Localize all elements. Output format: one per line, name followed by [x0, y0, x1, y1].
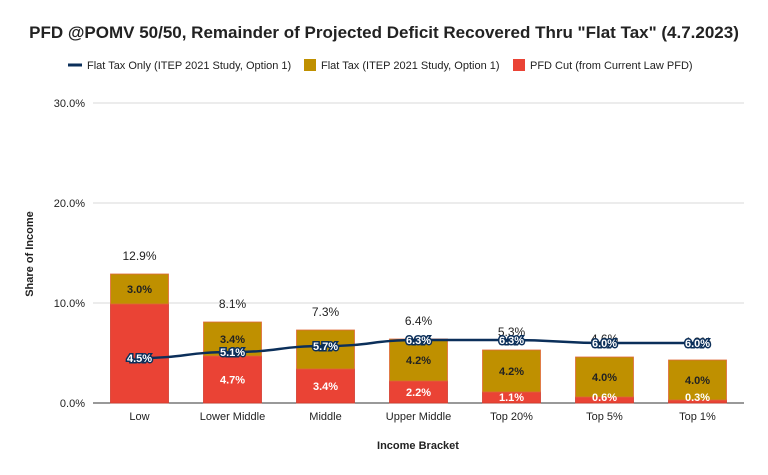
label-pfd-cut: 1.1% [499, 392, 524, 404]
label-pfd-cut: 2.2% [406, 387, 431, 399]
legend-label-line: Flat Tax Only (ITEP 2021 Study, Option 1… [87, 60, 291, 72]
gridlines [93, 102, 744, 404]
label-line-point: 6.3% [406, 335, 431, 347]
x-tick-label: Top 1% [679, 411, 716, 423]
line-series [139, 338, 698, 360]
x-tick-label: Middle [309, 411, 341, 423]
label-flat-tax: 4.2% [499, 366, 524, 378]
label-pfd-cut: 3.4% [313, 381, 338, 393]
label-total: 7.3% [312, 305, 340, 319]
label-flat-tax: 4.2% [406, 355, 431, 367]
label-total: 4.6% [591, 332, 619, 346]
y-tick-label: 0.0% [60, 398, 85, 410]
x-tick-label: Upper Middle [386, 411, 451, 423]
bar-flat-tax [296, 329, 355, 370]
legend-label-flat-tax: Flat Tax (ITEP 2021 Study, Option 1) [321, 60, 500, 72]
label-pfd-cut: 0.3% [685, 392, 710, 404]
bar-flat-tax [668, 359, 727, 401]
label-line-point: 6.3% [499, 335, 524, 347]
y-tick-label: 30.0% [54, 98, 85, 110]
y-axis-title: Share of Income [24, 211, 36, 297]
x-tick-label: Low [129, 411, 149, 423]
label-line-point: 6.0% [592, 338, 617, 350]
bar-flat-tax [482, 349, 541, 393]
label-flat-tax: 4.0% [685, 375, 710, 387]
x-axis-ticks: Low Lower Middle Middle Upper Middle Top 20%… [129, 411, 716, 423]
label-total: 12.9% [122, 249, 156, 263]
x-tick-label: Top 20% [490, 411, 533, 423]
label-line-point: 4.5% [127, 353, 152, 365]
x-axis-title: Income Bracket [377, 440, 459, 452]
y-tick-label: 20.0% [54, 198, 85, 210]
x-tick-label: Top 5% [586, 411, 623, 423]
label-flat-tax: 4.0% [592, 372, 617, 384]
label-line-point: 5.7% [313, 341, 338, 353]
label-flat-tax: 3.0% [127, 284, 152, 296]
label-flat-tax: 3.4% [220, 334, 245, 346]
label-total: 6.4% [405, 314, 433, 328]
label-line-point: 6.0% [685, 338, 710, 350]
y-tick-label: 10.0% [54, 298, 85, 310]
label-pfd-cut: 4.7% [220, 375, 245, 387]
x-tick-label: Lower Middle [200, 411, 265, 423]
bar-flat-tax [575, 356, 634, 398]
legend-swatch-pfd-cut [513, 59, 525, 71]
label-total: 4.3% [684, 335, 712, 349]
legend-swatch-flat-tax [304, 59, 316, 71]
label-total: 5.3% [498, 325, 526, 339]
label-pfd-cut: 0.6% [592, 392, 617, 404]
label-total: 8.1% [219, 297, 247, 311]
bar-pfd-cut [110, 303, 169, 404]
legend-label-pfd-cut: PFD Cut (from Current Law PFD) [530, 60, 693, 72]
legend: Flat Tax Only (ITEP 2021 Study, Option 1… [68, 59, 693, 72]
label-line-point: 5.1% [220, 347, 245, 359]
data-labels: 3.0% 12.9% 4.7% 3.4% 8.1% 3.4% 7.3% 2.2% 4.2% 6.4… [122, 249, 711, 404]
bar-flat-tax [110, 273, 169, 305]
chart-title: PFD @POMV 50/50, Remainder of Projected … [29, 23, 739, 42]
bars [110, 273, 727, 404]
line-flat-tax-only [139, 338, 698, 360]
y-axis-ticks: 0.0% 10.0% 20.0% 30.0% [54, 98, 85, 410]
